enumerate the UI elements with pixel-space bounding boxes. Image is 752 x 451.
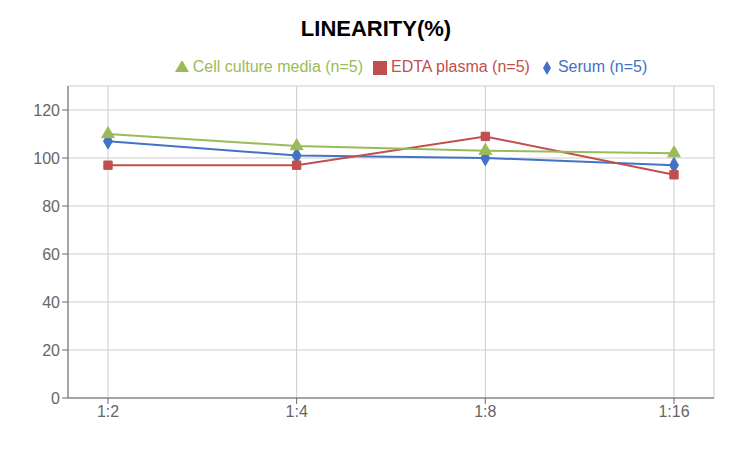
svg-text:1:16: 1:16 xyxy=(658,403,689,420)
svg-text:1:4: 1:4 xyxy=(286,403,308,420)
svg-text:40: 40 xyxy=(42,294,60,311)
svg-text:60: 60 xyxy=(42,246,60,263)
html-text:Serum (n=5): Serum (n=5) xyxy=(557,58,648,75)
svg-text:20: 20 xyxy=(42,342,60,359)
svg-text:80: 80 xyxy=(42,198,60,215)
svg-text:100: 100 xyxy=(33,150,60,167)
html-text:LINEARITY(%): LINEARITY(%) xyxy=(300,16,452,41)
svg-text:120: 120 xyxy=(33,102,60,119)
html-text:EDTA plasma (n=5): EDTA plasma (n=5) xyxy=(391,58,530,75)
svg-text:1:2: 1:2 xyxy=(97,403,119,420)
svg-text:1:8: 1:8 xyxy=(474,403,496,420)
svg-text:0: 0 xyxy=(51,390,60,407)
html-text:Cell culture media (n=5): Cell culture media (n=5) xyxy=(192,58,363,75)
